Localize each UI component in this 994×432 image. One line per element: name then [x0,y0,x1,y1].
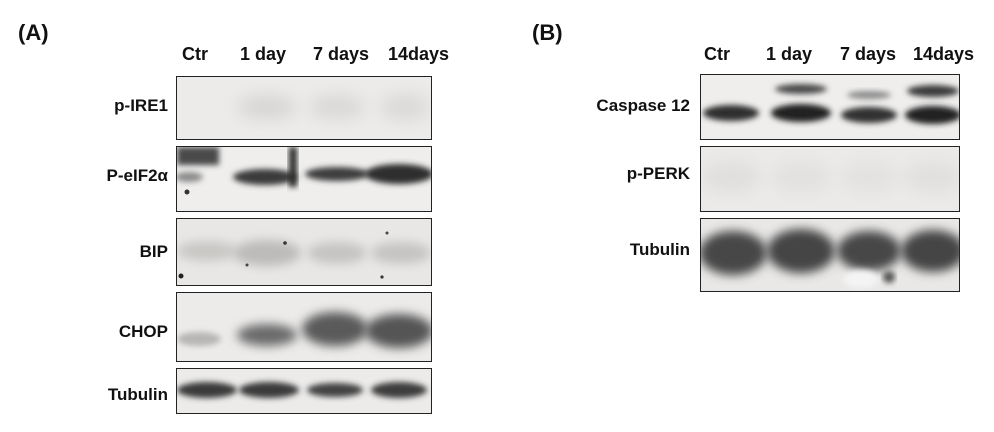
panel-a-lane-7days: 7 days [313,44,370,64]
panel-b-lane-7days: 7 days [840,44,897,64]
panel-b-letter: (B) [532,20,563,45]
panel-a-row-label-peif2a: P-eIF2α [106,166,168,185]
panel-b-row-label-pperk: p-PERK [626,164,690,183]
panel-b-lane-14days: 14days [913,44,975,64]
panel-a-row-label-tubulin: Tubulin [107,385,168,404]
panel-a-row-label-pire1: p-IRE1 [114,96,168,115]
blot-chop [176,292,432,362]
blot-p-perk [700,146,960,212]
panel-b-lane-1day: 1 day [766,44,813,64]
blot-p-ire1 [176,76,432,140]
panel-b-lane-ctr: Ctr [704,44,730,64]
panel-b-row-label-caspase12: Caspase 12 [596,96,690,115]
panel-a-lane-14days: 14days [388,44,450,64]
blot-p-eif2a [176,146,432,212]
panel-a-lane-1day: 1 day [240,44,287,64]
blot-caspase-12 [700,74,960,140]
blot-tubulin-b [700,218,960,292]
panel-b-row-label-tubulin: Tubulin [629,240,690,259]
panel-a-lane-ctr: Ctr [182,44,208,64]
blot-tubulin-a [176,368,432,414]
blot-bip [176,218,432,286]
panel-a-letter: (A) [18,20,49,45]
panel-a-row-label-chop: CHOP [118,322,168,341]
panel-a-row-label-bip: BIP [139,242,168,261]
